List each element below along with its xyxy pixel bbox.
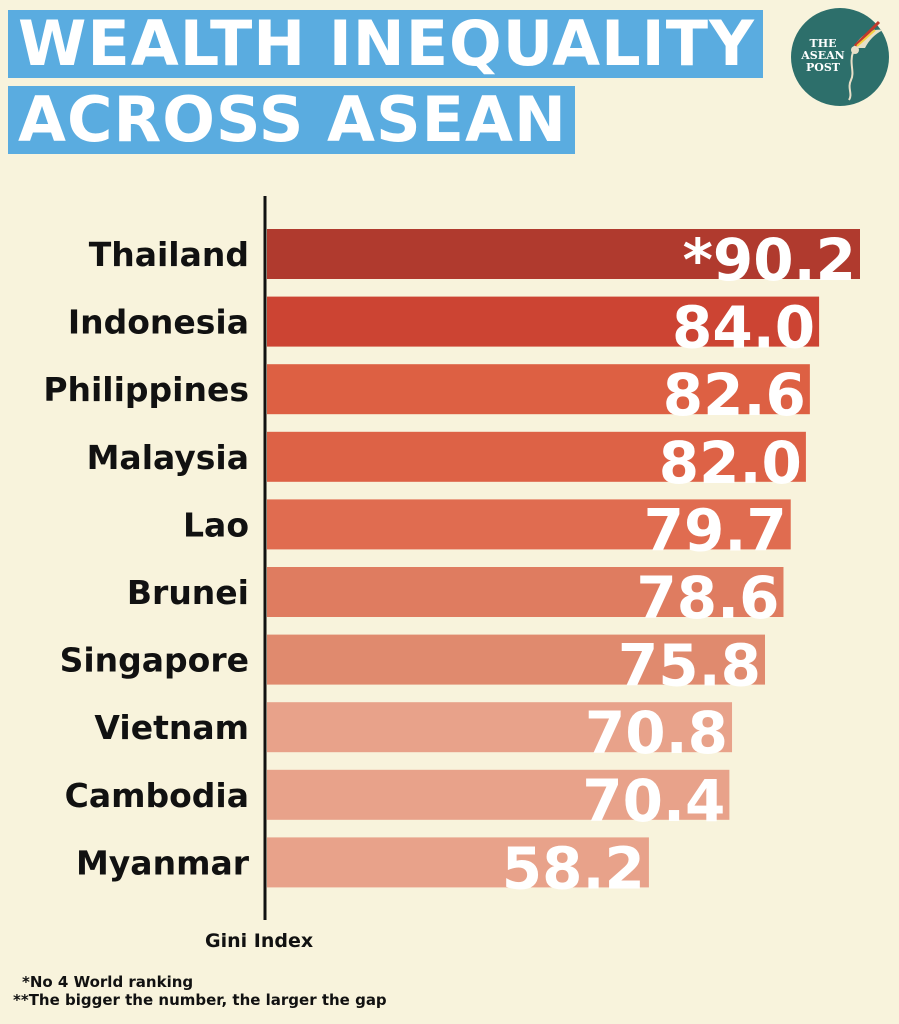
category-label-cambodia: Cambodia bbox=[65, 776, 249, 815]
category-label-philippines: Philippines bbox=[43, 370, 249, 409]
title-line-2: ACROSS ASEAN bbox=[8, 86, 575, 154]
value-label-malaysia: 82.0 bbox=[659, 429, 802, 497]
bar-thailand bbox=[267, 229, 860, 279]
category-label-lao: Lao bbox=[183, 505, 249, 544]
value-label-philippines: 82.6 bbox=[663, 361, 806, 429]
value-label-myanmar: 58.2 bbox=[502, 834, 645, 902]
bar-malaysia bbox=[267, 431, 806, 482]
category-label-brunei: Brunei bbox=[127, 573, 249, 612]
bar-philippines bbox=[267, 364, 810, 415]
bar-cambodia bbox=[267, 769, 730, 820]
hummingbird-icon bbox=[848, 20, 883, 101]
footnote-1: *No 4 World ranking bbox=[22, 973, 194, 991]
logo-text-line-3: POST bbox=[806, 61, 840, 74]
logo: THE ASEAN POST bbox=[791, 8, 889, 106]
title-line-1: WEALTH INEQUALITY bbox=[8, 10, 763, 78]
value-label-brunei: 78.6 bbox=[636, 564, 779, 632]
category-label-malaysia: Malaysia bbox=[87, 438, 249, 477]
category-label-indonesia: Indonesia bbox=[68, 303, 249, 342]
footnote-2: **The bigger the number, the larger the … bbox=[13, 991, 387, 1009]
bar-vietnam bbox=[267, 702, 733, 753]
bar-myanmar bbox=[267, 837, 649, 888]
value-label-vietnam: 70.8 bbox=[585, 699, 728, 767]
value-label-cambodia: 70.4 bbox=[582, 767, 725, 835]
logo-text: THE ASEAN POST bbox=[797, 38, 849, 74]
value-label-lao: 79.7 bbox=[644, 496, 787, 564]
category-label-singapore: Singapore bbox=[60, 641, 249, 680]
bar-lao bbox=[267, 499, 791, 550]
value-label-indonesia: 84.0 bbox=[672, 294, 815, 362]
bar-indonesia bbox=[267, 296, 820, 347]
bar-brunei bbox=[267, 567, 784, 617]
value-label-singapore: 75.8 bbox=[618, 632, 761, 700]
category-label-thailand: Thailand bbox=[89, 235, 249, 274]
logo-text-line-2: ASEAN bbox=[801, 49, 845, 62]
bar-singapore bbox=[267, 634, 766, 685]
category-label-myanmar: Myanmar bbox=[76, 843, 250, 882]
value-label-thailand: *90.2 bbox=[683, 226, 856, 294]
x-axis-label: Gini Index bbox=[205, 930, 314, 952]
category-label-vietnam: Vietnam bbox=[94, 708, 249, 747]
logo-text-line-1: THE bbox=[809, 37, 837, 50]
